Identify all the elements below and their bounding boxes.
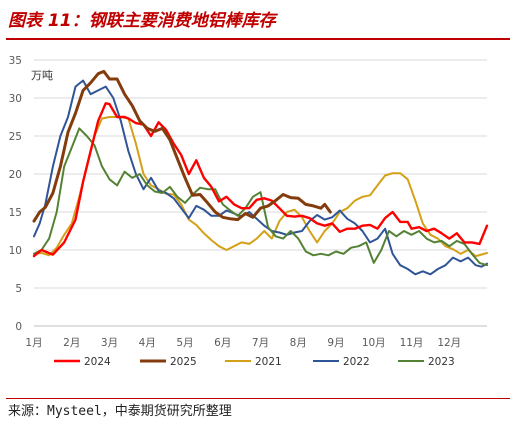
- figure-title: 图表 11：钢联主要消费地铝棒库存: [8, 11, 276, 31]
- x-tick-label: 6月: [214, 337, 231, 349]
- x-tick-label: 1月: [25, 337, 42, 349]
- x-tick-label: 11月: [400, 337, 424, 349]
- x-axis-ticks: 1月 2月 3月 4月 5月 6月 7月 8月 9月 10月 11月 12月: [25, 337, 461, 349]
- grid-lines: [34, 59, 487, 289]
- x-tick-label: 4月: [139, 337, 156, 349]
- legend-label-2024: 2024: [84, 356, 111, 368]
- legend-label-2025: 2025: [170, 356, 197, 368]
- x-tick-label: 10月: [362, 337, 386, 349]
- legend: 2024 2025 2021 2022 2023: [54, 356, 455, 368]
- y-tick-label: 15: [9, 207, 22, 219]
- series-line-2021: [33, 116, 488, 258]
- y-tick-label: 30: [9, 93, 22, 105]
- y-tick-label: 25: [9, 131, 22, 143]
- series-line-2022: [33, 79, 488, 276]
- x-tick-label: 8月: [290, 337, 307, 349]
- title-divider: [6, 38, 510, 40]
- x-tick-label: 9月: [327, 337, 344, 349]
- unit-label: 万吨: [31, 69, 53, 82]
- series-lines: [32, 69, 489, 276]
- x-tick-label: 5月: [176, 337, 193, 349]
- y-tick-label: 10: [9, 245, 22, 257]
- y-axis-ticks: 0 5 10 15 20 25 30 35: [9, 55, 22, 333]
- source-note: 来源：Mysteel，中泰期货研究所整理: [8, 404, 232, 419]
- series-line-2025: [32, 69, 332, 223]
- legend-label-2022: 2022: [343, 356, 370, 368]
- x-tick-label: 7月: [252, 337, 269, 349]
- x-tick-label: 3月: [101, 337, 118, 349]
- series-line-2023: [33, 127, 488, 267]
- x-tick-label: 12月: [437, 337, 461, 349]
- y-tick-label: 20: [9, 169, 22, 181]
- source-divider: [6, 398, 510, 399]
- series-line-2024: [32, 102, 489, 258]
- legend-label-2021: 2021: [255, 356, 282, 368]
- legend-label-2023: 2023: [428, 356, 455, 368]
- y-tick-label: 0: [15, 321, 22, 333]
- x-tick-label: 2月: [63, 337, 80, 349]
- y-tick-label: 35: [9, 55, 22, 67]
- y-tick-label: 5: [15, 283, 22, 295]
